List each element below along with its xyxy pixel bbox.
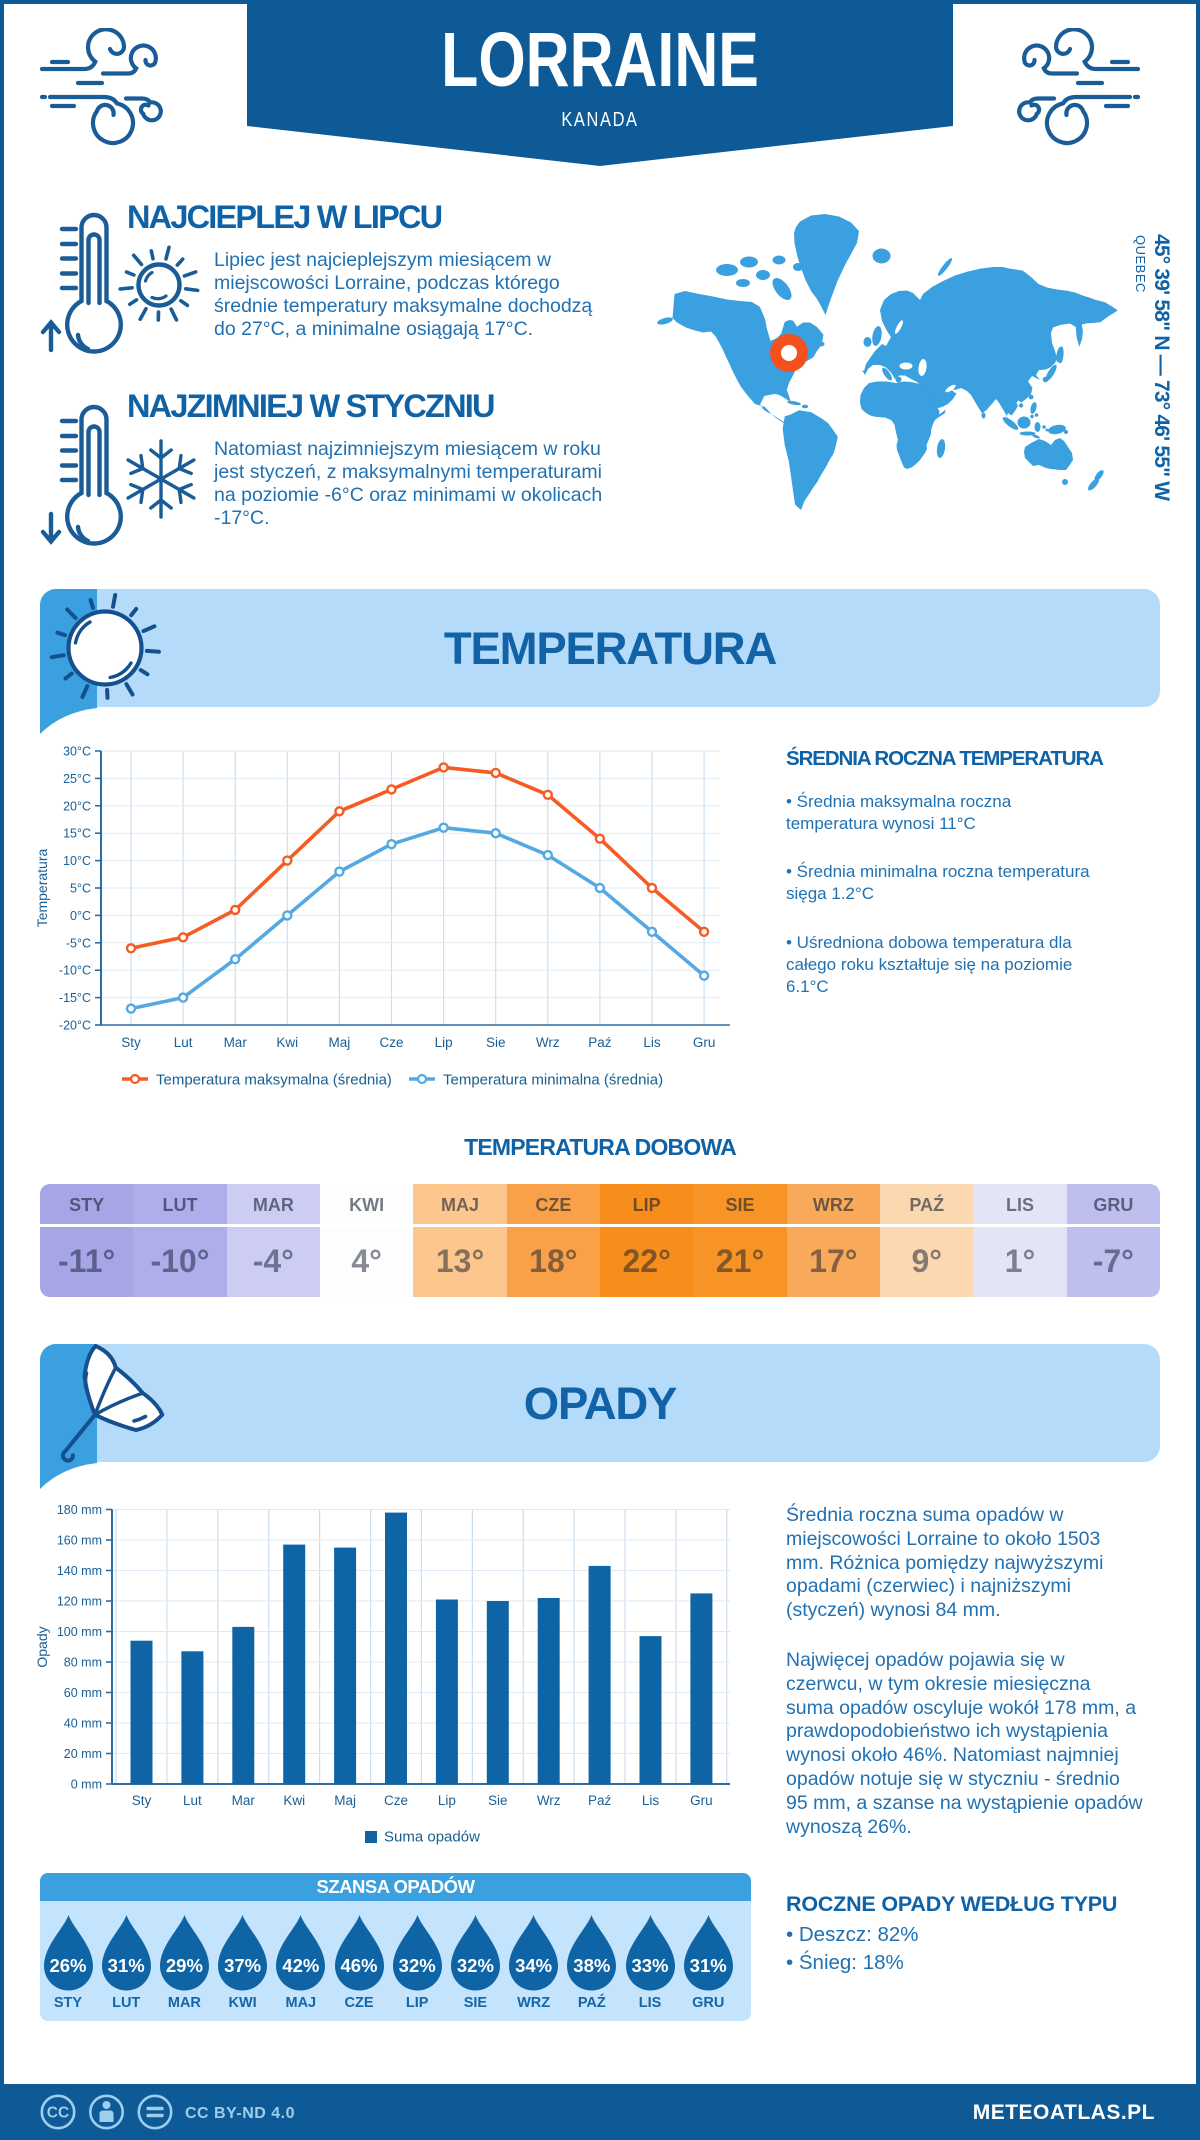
svg-text:Lip: Lip: [435, 1035, 453, 1050]
svg-text:Maj: Maj: [334, 1793, 356, 1808]
svg-text:180 mm: 180 mm: [57, 1503, 102, 1517]
svg-text:Opady: Opady: [34, 1626, 50, 1667]
svg-text:Cze: Cze: [379, 1035, 403, 1050]
svg-text:Lip: Lip: [438, 1793, 456, 1808]
svg-text:CC: CC: [47, 2105, 69, 2122]
svg-text:Kwi: Kwi: [276, 1035, 298, 1050]
svg-text:60 mm: 60 mm: [64, 1686, 102, 1700]
svg-text:20 mm: 20 mm: [64, 1747, 102, 1761]
svg-text:30°C: 30°C: [63, 745, 91, 759]
svg-text:Mar: Mar: [232, 1793, 256, 1808]
svg-text:-10°C: -10°C: [59, 964, 91, 978]
svg-text:0°C: 0°C: [70, 909, 91, 923]
svg-text:Gru: Gru: [693, 1035, 716, 1050]
svg-text:Sty: Sty: [121, 1035, 141, 1050]
svg-text:Temperatura maksymalna (średni: Temperatura maksymalna (średnia): [156, 1072, 392, 1089]
svg-text:-15°C: -15°C: [59, 991, 91, 1005]
svg-text:140 mm: 140 mm: [57, 1564, 102, 1578]
svg-text:Wrz: Wrz: [537, 1793, 561, 1808]
svg-text:Wrz: Wrz: [536, 1035, 560, 1050]
svg-text:-20°C: -20°C: [59, 1019, 91, 1033]
svg-text:20°C: 20°C: [63, 799, 91, 813]
svg-text:Sty: Sty: [132, 1793, 152, 1808]
svg-text:CC BY-ND 4.0: CC BY-ND 4.0: [185, 2105, 295, 2122]
svg-text:Maj: Maj: [329, 1035, 351, 1050]
svg-text:Sie: Sie: [486, 1035, 506, 1050]
svg-text:Temperatura: Temperatura: [34, 848, 50, 927]
svg-text:120 mm: 120 mm: [57, 1595, 102, 1609]
svg-text:100 mm: 100 mm: [57, 1625, 102, 1639]
svg-text:Suma opadów: Suma opadów: [384, 1829, 480, 1846]
svg-text:25°C: 25°C: [63, 772, 91, 786]
svg-text:Lis: Lis: [642, 1793, 660, 1808]
svg-text:Lis: Lis: [643, 1035, 661, 1050]
svg-text:Lut: Lut: [183, 1793, 202, 1808]
svg-text:10°C: 10°C: [63, 854, 91, 868]
svg-text:15°C: 15°C: [63, 827, 91, 841]
svg-text:Sie: Sie: [488, 1793, 508, 1808]
svg-text:Cze: Cze: [384, 1793, 408, 1808]
svg-text:Lut: Lut: [174, 1035, 193, 1050]
svg-text:Paź: Paź: [588, 1793, 612, 1808]
svg-text:Paź: Paź: [588, 1035, 612, 1050]
svg-text:Temperatura minimalna (średnia: Temperatura minimalna (średnia): [443, 1072, 663, 1089]
svg-text:Mar: Mar: [224, 1035, 248, 1050]
svg-text:5°C: 5°C: [70, 882, 91, 896]
svg-text:80 mm: 80 mm: [64, 1656, 102, 1670]
svg-text:-5°C: -5°C: [66, 936, 91, 950]
svg-text:METEOATLAS.PL: METEOATLAS.PL: [973, 2101, 1155, 2124]
svg-text:40 mm: 40 mm: [64, 1717, 102, 1731]
svg-text:Gru: Gru: [690, 1793, 713, 1808]
svg-text:0 mm: 0 mm: [71, 1778, 102, 1792]
svg-text:160 mm: 160 mm: [57, 1534, 102, 1548]
svg-text:Kwi: Kwi: [283, 1793, 305, 1808]
